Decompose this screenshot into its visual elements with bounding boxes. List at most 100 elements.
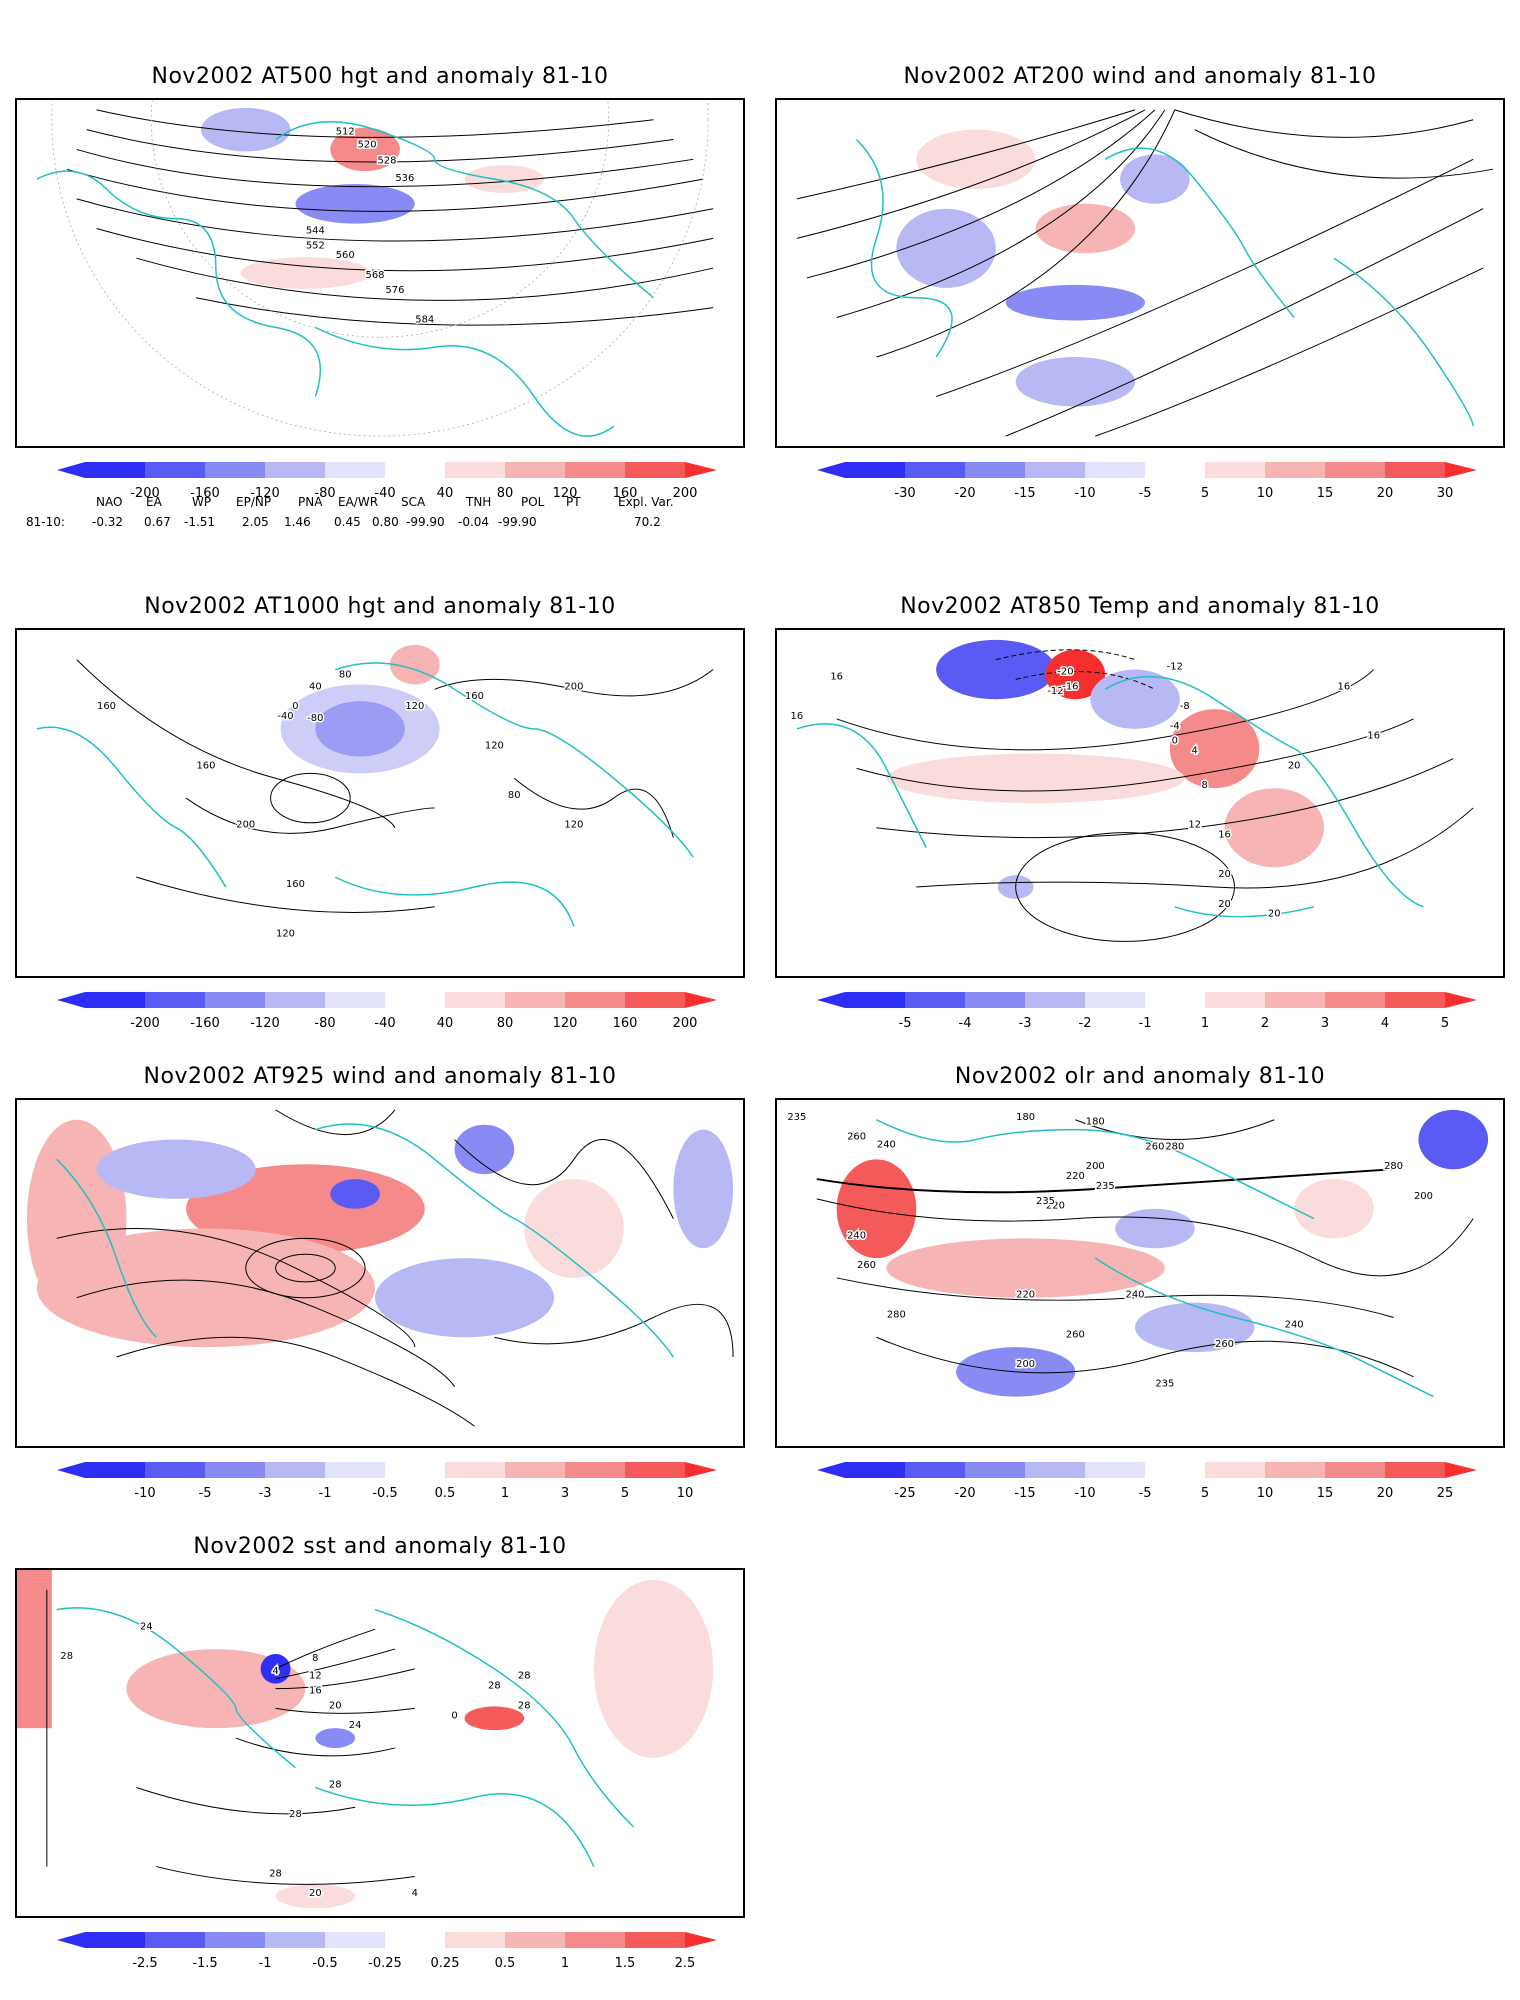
contour-label: 568 [366, 270, 385, 281]
contour-label: 260 [1145, 1141, 1164, 1152]
index-header: Expl. Var. [618, 495, 674, 509]
contour-label: 28 [518, 1700, 531, 1711]
colorbar-tick: 25 [1436, 1486, 1454, 1501]
contour-label: 260 [1215, 1339, 1234, 1350]
contour-label: 200 [1414, 1191, 1433, 1202]
colorbar-tick: 200 [672, 486, 698, 501]
colorbar-tick: -30 [894, 486, 916, 501]
contour-label: 4 [272, 1666, 278, 1677]
index-header: PT [566, 495, 581, 509]
contour-label: 220 [1066, 1171, 1085, 1182]
contour-label: 20 [1218, 869, 1231, 880]
contour-label: 20 [329, 1700, 342, 1711]
colorbar-tick: -1 [318, 1486, 332, 1501]
contour-label: 160 [97, 701, 116, 712]
contour-label: 280 [1384, 1161, 1403, 1172]
contour-label: 235 [1096, 1181, 1115, 1192]
contour-label: 528 [377, 155, 396, 166]
contour-label: 16 [791, 711, 804, 722]
colorbar-tick: 15 [1316, 486, 1334, 501]
colorbar: -200 -160 -120 -80 -40 40 80 120 160 200 [57, 462, 717, 506]
colorbar: -30 -20 -15 -10 -5 5 10 15 20 30 [817, 462, 1477, 506]
contour-label: 240 [877, 1139, 896, 1150]
contour-label: 520 [358, 139, 377, 150]
contour-label: 12 [1188, 820, 1201, 831]
contour-label: 20 [1288, 760, 1301, 771]
contour-label: 120 [485, 741, 504, 752]
contour-label: 180 [1016, 1112, 1035, 1123]
index-header: TNH [466, 495, 492, 509]
contour-label: 4 [1192, 746, 1198, 757]
contour-label: 80 [508, 790, 521, 801]
colorbar-tick: 2 [1260, 1016, 1270, 1031]
panel-title: Nov2002 AT500 hgt and anomaly 81-10 [151, 64, 609, 89]
coastlines [36, 662, 694, 927]
colorbar-tick: -5 [198, 1486, 212, 1501]
contour-label: 584 [415, 314, 434, 325]
colorbar-tick: 1 [560, 1956, 570, 1971]
contour-label: 28 [488, 1681, 501, 1692]
index-header: POL [521, 495, 545, 509]
contour-label: 160 [465, 691, 484, 702]
contour-label: 200 [1016, 1359, 1035, 1370]
contour-label: 20 [1218, 869, 1231, 880]
colorbar-tick: 20 [1376, 486, 1394, 501]
anomaly-shading [280, 644, 440, 774]
colorbar-tick: 200 [672, 1016, 698, 1031]
contour-label: 16 [309, 1686, 322, 1697]
contour-label: 260 [1066, 1329, 1085, 1340]
contour-label: 200 [1414, 1191, 1433, 1202]
contour-label: -80 [307, 713, 323, 724]
contour-label: 0 [451, 1710, 457, 1721]
colorbar-tick: 20 [1376, 1486, 1394, 1501]
colorbar-tick: -25 [894, 1486, 916, 1501]
contour-label: 240 [1285, 1319, 1304, 1330]
contour-label: 544 [306, 225, 325, 236]
contour-label: 200 [564, 681, 583, 692]
colorbar-tick: -2 [1078, 1016, 1092, 1031]
contour-label: 512 [336, 127, 355, 138]
contour-label: 240 [847, 1230, 866, 1241]
teleconnection-indices: NAO EA WP EP/NP PNA EA/WR SCA TNH POL PT… [26, 495, 726, 535]
colorbar: -10 -5 -3 -1 -0.5 0.5 1 3 5 10 [57, 1462, 717, 1506]
map-svg: 2828242444881212161620202424282828282828… [17, 1570, 714, 1909]
colorbar-tick: 10 [1256, 486, 1274, 501]
contour-label: 552 [306, 240, 325, 251]
contour-label: 16 [1218, 830, 1231, 841]
anomaly-shading [886, 639, 1324, 899]
contour-label: 560 [336, 250, 355, 261]
contour-label: 80 [339, 669, 352, 680]
colorbar-tick: 160 [612, 486, 638, 501]
map-svg [796, 109, 1494, 437]
contour-label: 28 [60, 1651, 73, 1662]
contour-label: 12 [309, 1671, 322, 1682]
colorbar-tick: 120 [552, 1016, 578, 1031]
contour-label: 16 [791, 711, 804, 722]
colorbar-tick: -3 [1018, 1016, 1032, 1031]
colorbar-tick: 15 [1316, 1486, 1334, 1501]
olr-contours [816, 1119, 1474, 1378]
colorbar-tick: -200 [130, 486, 160, 501]
contour-label: 80 [508, 790, 521, 801]
contour-label: 28 [60, 1651, 73, 1662]
map-plot: 28 28 24 24 4 4 8 8 12 12 16 16 20 20 24 24 28 28 28 28 28 28… [15, 1568, 745, 1918]
map-svg: 160160160160200200160160120120-80-80-40-… [36, 644, 714, 941]
index-value: 70.2 [634, 515, 661, 529]
contour-label: 200 [564, 681, 583, 692]
colorbar-tick: -20 [954, 1486, 976, 1501]
contour-label: 220 [1046, 1201, 1065, 1212]
contour-label: 8 [1201, 780, 1207, 791]
colorbar-tick: 5 [620, 1486, 630, 1501]
contour-label: 24 [349, 1720, 362, 1731]
colorbar-tick: -5 [1138, 1486, 1152, 1501]
contour-label: 28 [289, 1809, 302, 1820]
contour-label: 536 [395, 173, 414, 184]
colorbar-tick: 0.5 [434, 1486, 456, 1501]
contour-label: 0 [1172, 736, 1178, 747]
contour-label: 12 [1188, 820, 1201, 831]
contour-label: 240 [877, 1139, 896, 1150]
contour-label: 160 [196, 760, 215, 771]
colorbar-tick: -200 [130, 1016, 160, 1031]
contour-label: -4 [1170, 721, 1180, 732]
